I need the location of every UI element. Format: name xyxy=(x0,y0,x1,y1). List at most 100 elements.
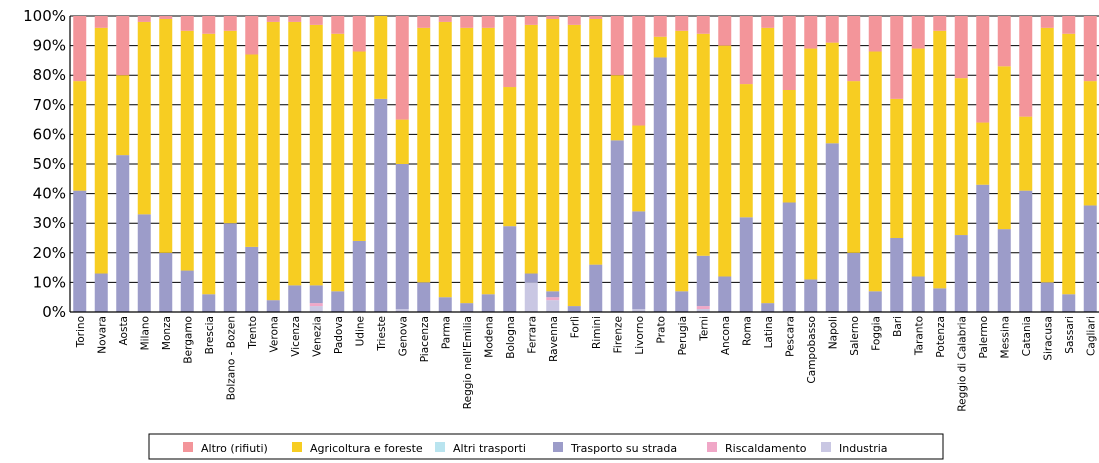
bar-segment-altro-rifiuti xyxy=(997,16,1011,67)
bar-segment-agricoltura-e-foreste xyxy=(911,48,925,277)
bar-segment-trasporto-su-strada xyxy=(1083,205,1097,312)
y-tick-label: 80% xyxy=(33,66,66,84)
x-tick-label: Vicenza xyxy=(290,316,302,357)
x-tick-label: Ancona xyxy=(720,316,732,355)
bar-segment-agricoltura-e-foreste xyxy=(847,81,861,253)
bar-segment-agricoltura-e-foreste xyxy=(352,51,366,241)
bar-segment-trasporto-su-strada xyxy=(610,140,624,312)
bar-segment-altro-rifiuti xyxy=(739,16,753,85)
bar-segment-altro-rifiuti xyxy=(395,16,409,120)
y-tick-label: 60% xyxy=(33,125,66,143)
bar-segment-trasporto-su-strada xyxy=(868,291,882,312)
y-tick-label: 70% xyxy=(33,96,66,114)
bar-segment-agricoltura-e-foreste xyxy=(116,75,130,156)
bar-segment-trasporto-su-strada xyxy=(825,143,839,312)
bar-segment-trasporto-su-strada xyxy=(675,291,689,312)
bar-segment-agricoltura-e-foreste xyxy=(696,33,710,256)
bar-segment-trasporto-su-strada xyxy=(997,229,1011,312)
y-tick-label: 30% xyxy=(33,214,66,232)
bar-segment-agricoltura-e-foreste xyxy=(180,30,194,271)
x-tick-label: Rimini xyxy=(591,316,603,349)
bar-segment-trasporto-su-strada xyxy=(481,294,495,312)
bar-segment-trasporto-su-strada xyxy=(782,202,796,312)
bar-segment-agricoltura-e-foreste xyxy=(933,30,947,289)
x-tick-label: Firenze xyxy=(612,316,624,353)
x-tick-label: Pescara xyxy=(784,316,796,357)
bar-segment-agricoltura-e-foreste xyxy=(73,81,87,191)
bar-segment-altro-rifiuti xyxy=(546,16,560,19)
x-tick-label: Forlì xyxy=(569,316,581,338)
x-tick-label: Udine xyxy=(354,316,366,346)
legend-label-altri-trasporti: Altri trasporti xyxy=(453,442,526,455)
bar-segment-altro-rifiuti xyxy=(933,16,947,31)
bar-segment-agricoltura-e-foreste xyxy=(761,27,775,304)
x-tick-label: Modena xyxy=(483,316,495,358)
bar-segment-trasporto-su-strada xyxy=(374,98,388,312)
bar-segment-altro-rifiuti xyxy=(503,16,517,88)
bar-segment-trasporto-su-strada xyxy=(223,223,237,312)
bar-segment-trasporto-su-strada xyxy=(1062,294,1076,312)
x-tick-label: Genova xyxy=(397,316,409,356)
bar-segment-trasporto-su-strada xyxy=(438,297,452,312)
bar-segment-trasporto-su-strada xyxy=(976,184,990,312)
bar-segment-industria xyxy=(395,309,409,312)
x-tick-label: Trieste xyxy=(376,316,388,352)
bar-segment-altro-rifiuti xyxy=(1040,16,1054,28)
bar-segment-trasporto-su-strada xyxy=(890,238,904,312)
x-tick-label: Novara xyxy=(96,316,108,354)
bar-segment-trasporto-su-strada xyxy=(395,164,409,310)
bar-segment-trasporto-su-strada xyxy=(546,291,560,298)
bar-segment-altro-rifiuti xyxy=(804,16,818,49)
bar-segment-agricoltura-e-foreste xyxy=(804,48,818,280)
legend-swatch-industria xyxy=(821,442,831,452)
bar-segment-trasporto-su-strada xyxy=(94,273,108,312)
x-tick-label: Trento xyxy=(247,316,259,350)
x-tick-label: Bologna xyxy=(505,316,517,359)
bar-segment-agricoltura-e-foreste xyxy=(546,18,560,292)
bar-segment-altro-rifiuti xyxy=(567,16,581,25)
bar-segment-agricoltura-e-foreste xyxy=(610,75,624,141)
bar-segment-riscaldamento xyxy=(309,303,323,307)
bar-segment-altro-rifiuti xyxy=(180,16,194,31)
bar-segment-industria xyxy=(696,309,710,312)
bar-segment-altro-rifiuti xyxy=(718,16,732,46)
bar-segment-agricoltura-e-foreste xyxy=(460,27,474,304)
y-tick-label: 20% xyxy=(33,244,66,262)
bar-segment-trasporto-su-strada xyxy=(632,211,646,310)
bar-segment-agricoltura-e-foreste xyxy=(1083,81,1097,206)
bar-segment-trasporto-su-strada xyxy=(954,235,968,312)
bar-segment-altro-rifiuti xyxy=(1083,16,1097,82)
bar-segment-altro-rifiuti xyxy=(266,16,280,22)
x-tick-label: Latina xyxy=(763,316,775,348)
bar-segment-altro-rifiuti xyxy=(954,16,968,79)
bar-segment-agricoltura-e-foreste xyxy=(1019,116,1033,191)
bar-segment-altro-rifiuti xyxy=(94,16,108,28)
bar-segment-altro-rifiuti xyxy=(653,16,667,37)
bar-segment-agricoltura-e-foreste xyxy=(503,87,517,227)
x-tick-label: Cagliari xyxy=(1085,316,1097,356)
bar-segment-riscaldamento xyxy=(546,297,560,301)
bar-segment-agricoltura-e-foreste xyxy=(245,54,259,247)
legend-swatch-trasporto-su-strada xyxy=(553,442,563,452)
x-tick-label: Livorno xyxy=(634,316,646,355)
x-tick-label: Campobasso xyxy=(806,316,818,384)
bar-segment-industria xyxy=(309,306,323,312)
bar-segment-altro-rifiuti xyxy=(675,16,689,31)
bar-segment-agricoltura-e-foreste xyxy=(202,33,216,295)
x-tick-label: Monza xyxy=(161,316,173,350)
bar-segment-trasporto-su-strada xyxy=(352,240,366,312)
bar-segment-riscaldamento xyxy=(696,306,710,310)
bar-segment-industria xyxy=(546,300,560,312)
x-tick-label: Piacenza xyxy=(419,316,431,362)
bar-segment-agricoltura-e-foreste xyxy=(954,78,968,236)
y-tick-label: 10% xyxy=(33,273,66,291)
x-tick-label: Palermo xyxy=(978,316,990,358)
bar-segment-trasporto-su-strada xyxy=(933,288,947,312)
x-tick-label: Potenza xyxy=(935,316,947,358)
bar-segment-agricoltura-e-foreste xyxy=(1062,33,1076,295)
bar-segment-trasporto-su-strada xyxy=(739,217,753,312)
x-tick-label: Sassari xyxy=(1064,316,1076,354)
bar-segment-agricoltura-e-foreste xyxy=(825,42,839,144)
bar-segment-agricoltura-e-foreste xyxy=(890,98,904,238)
bar-segment-altro-rifiuti xyxy=(245,16,259,55)
